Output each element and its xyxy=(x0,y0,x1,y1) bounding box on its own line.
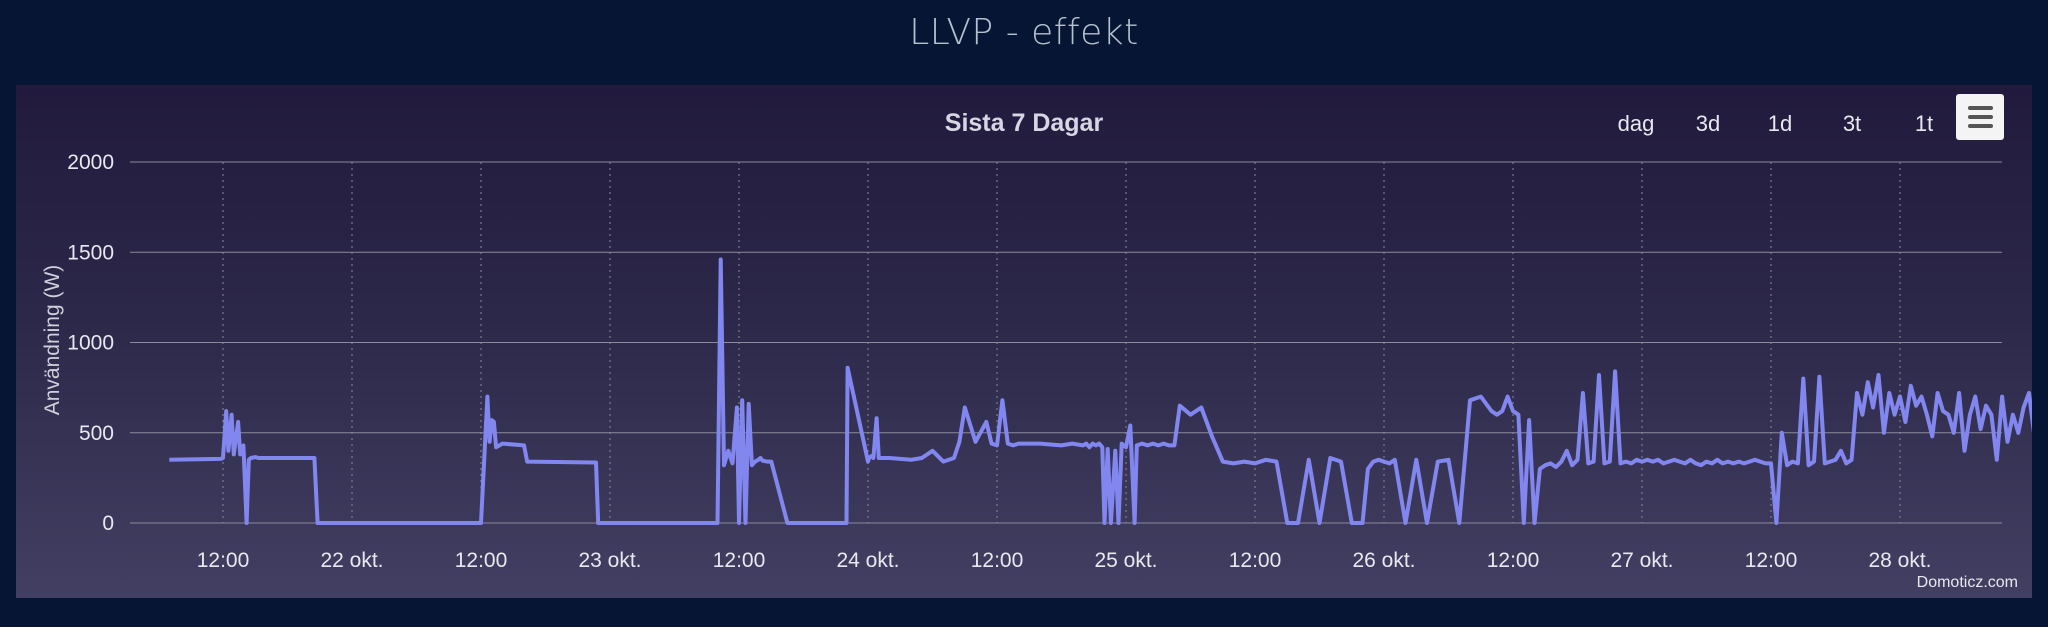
x-tick-label: 12:00 xyxy=(197,549,250,572)
y-tick-label: 0 xyxy=(102,512,114,535)
x-tick-label: 23 okt. xyxy=(578,549,641,572)
x-tick-label: 26 okt. xyxy=(1352,549,1415,572)
x-tick-label: 12:00 xyxy=(971,549,1024,572)
y-axis-label: Användning (W) xyxy=(41,265,64,416)
x-tick-label: 12:00 xyxy=(713,549,766,572)
x-tick-label: 27 okt. xyxy=(1610,549,1673,572)
range-button-3t[interactable]: 3t xyxy=(1842,111,1862,136)
x-tick-label: 12:00 xyxy=(1229,549,1282,572)
y-tick-label: 1000 xyxy=(67,332,114,355)
menu-bar xyxy=(1968,106,1993,110)
credits-link[interactable]: Domoticz.com xyxy=(1916,574,2018,591)
x-tick-label: 22 okt. xyxy=(320,549,383,572)
range-button-3d[interactable]: 3d xyxy=(1695,111,1721,136)
menu-bar xyxy=(1968,124,1993,128)
page-title: LLVP - effekt xyxy=(909,12,1139,53)
series-line xyxy=(169,257,2032,525)
y-tick-label: 1500 xyxy=(67,241,114,264)
y-tick-label: 500 xyxy=(79,422,114,445)
x-tick-label: 12:00 xyxy=(1487,549,1540,572)
hamburger-menu-icon[interactable] xyxy=(1956,94,2004,140)
chart-title: Sista 7 Dagar xyxy=(944,109,1104,137)
range-button-1t[interactable]: 1t xyxy=(1914,111,1934,136)
x-tick-label: 25 okt. xyxy=(1094,549,1157,572)
range-button-dag[interactable]: dag xyxy=(1617,111,1655,136)
x-tick-label: 12:00 xyxy=(1745,549,1798,572)
x-tick-label: 24 okt. xyxy=(836,549,899,572)
x-tick-label: 28 okt. xyxy=(1868,549,1931,572)
y-tick-label: 2000 xyxy=(67,151,114,174)
chart-panel: 0 500 1000 1500 2000 12:00 22 okt. 12:00 23 okt… xyxy=(16,85,2032,598)
chart-svg: 0 500 1000 1500 2000 12:00 22 okt. 12:00 23 okt… xyxy=(41,151,2032,572)
range-button-1d[interactable]: 1d xyxy=(1767,111,1793,136)
menu-bar xyxy=(1968,115,1993,119)
x-tick-label: 12:00 xyxy=(455,549,508,572)
